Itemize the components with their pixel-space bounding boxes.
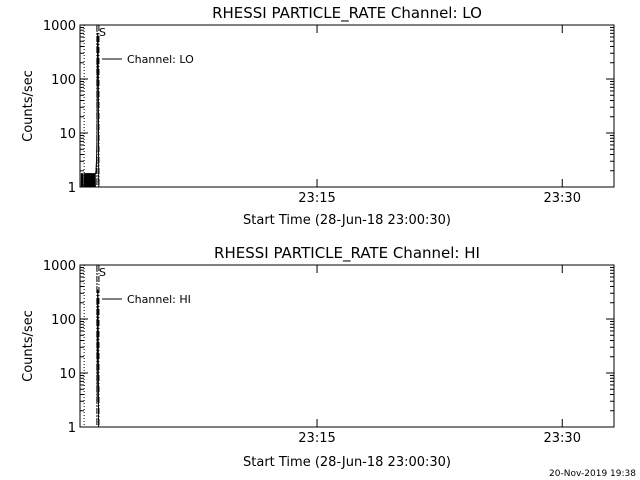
data-point: [95, 165, 97, 168]
chart-title: RHESSI PARTICLE_RATE Channel: LO: [212, 4, 482, 23]
data-point: [95, 170, 97, 172]
data-point: [98, 180, 100, 182]
legend-label: Channel: LO: [127, 53, 194, 66]
data-point: [97, 68, 99, 71]
y-tick-label: 10: [59, 127, 76, 142]
data-point: [97, 296, 99, 299]
data-point: [96, 156, 98, 158]
panel-lo: RHESSI PARTICLE_RATE Channel: LO Start Ti…: [21, 4, 615, 228]
x-tick-label: 23:15: [298, 191, 335, 206]
x-tick-label: 23:15: [298, 431, 335, 446]
data-point: [97, 410, 100, 412]
data-point: [95, 167, 97, 170]
y-tick-label: 100: [51, 73, 76, 88]
data-point: [97, 32, 99, 34]
data-point: [96, 299, 99, 302]
data-point: [96, 400, 98, 402]
x-tick-label: 23:30: [544, 431, 581, 446]
legend-label: Channel: HI: [127, 293, 191, 306]
annotation-label: S: [99, 266, 106, 279]
chart-title: RHESSI PARTICLE_RATE Channel: HI: [214, 244, 480, 263]
data-point: [97, 291, 99, 293]
plot-frame: [79, 264, 615, 428]
series-line: [95, 33, 100, 188]
x-tick-label: 23:30: [544, 191, 581, 206]
y-axis-label: Counts/sec: [21, 310, 36, 382]
y-tick-label: 1000: [43, 19, 76, 34]
y-tick-label: 1: [68, 421, 76, 436]
data-point: [96, 151, 98, 153]
y-tick-label: 1: [68, 181, 76, 196]
footer-timestamp: 20-Nov-2019 19:38: [549, 469, 636, 479]
y-tick-label: 10: [59, 367, 76, 382]
x-axis-label: Start Time (28-Jun-18 23:00:30): [243, 213, 451, 228]
data-point: [97, 99, 99, 102]
data-point: [97, 350, 99, 353]
data-point: [97, 318, 99, 320]
data-point: [98, 186, 100, 188]
data-point: [96, 314, 99, 316]
y-tick-label: 100: [51, 313, 76, 328]
data-point: [96, 49, 99, 51]
data-point: [97, 289, 99, 291]
data-point: [95, 163, 97, 166]
data-point: [97, 384, 99, 386]
data-point: [95, 172, 97, 174]
x-axis-label: Start Time (28-Jun-18 23:00:30): [243, 455, 451, 470]
data-point: [97, 144, 100, 146]
plot-frame: [79, 24, 615, 188]
data-point: [96, 144, 98, 146]
y-axis-label: Counts/sec: [21, 70, 36, 142]
annotation-label: S: [99, 26, 106, 39]
data-point: [96, 372, 98, 374]
data-point: [96, 128, 98, 130]
y-tick-label: 1000: [43, 259, 76, 274]
data-point: [96, 99, 98, 102]
data-point: [95, 160, 98, 162]
data-point: [97, 36, 99, 38]
data-point: [96, 339, 98, 342]
data-point: [96, 68, 98, 71]
panel-hi: RHESSI PARTICLE_RATE Channel: HI Start Ti…: [21, 244, 615, 470]
data-point: [98, 426, 100, 428]
